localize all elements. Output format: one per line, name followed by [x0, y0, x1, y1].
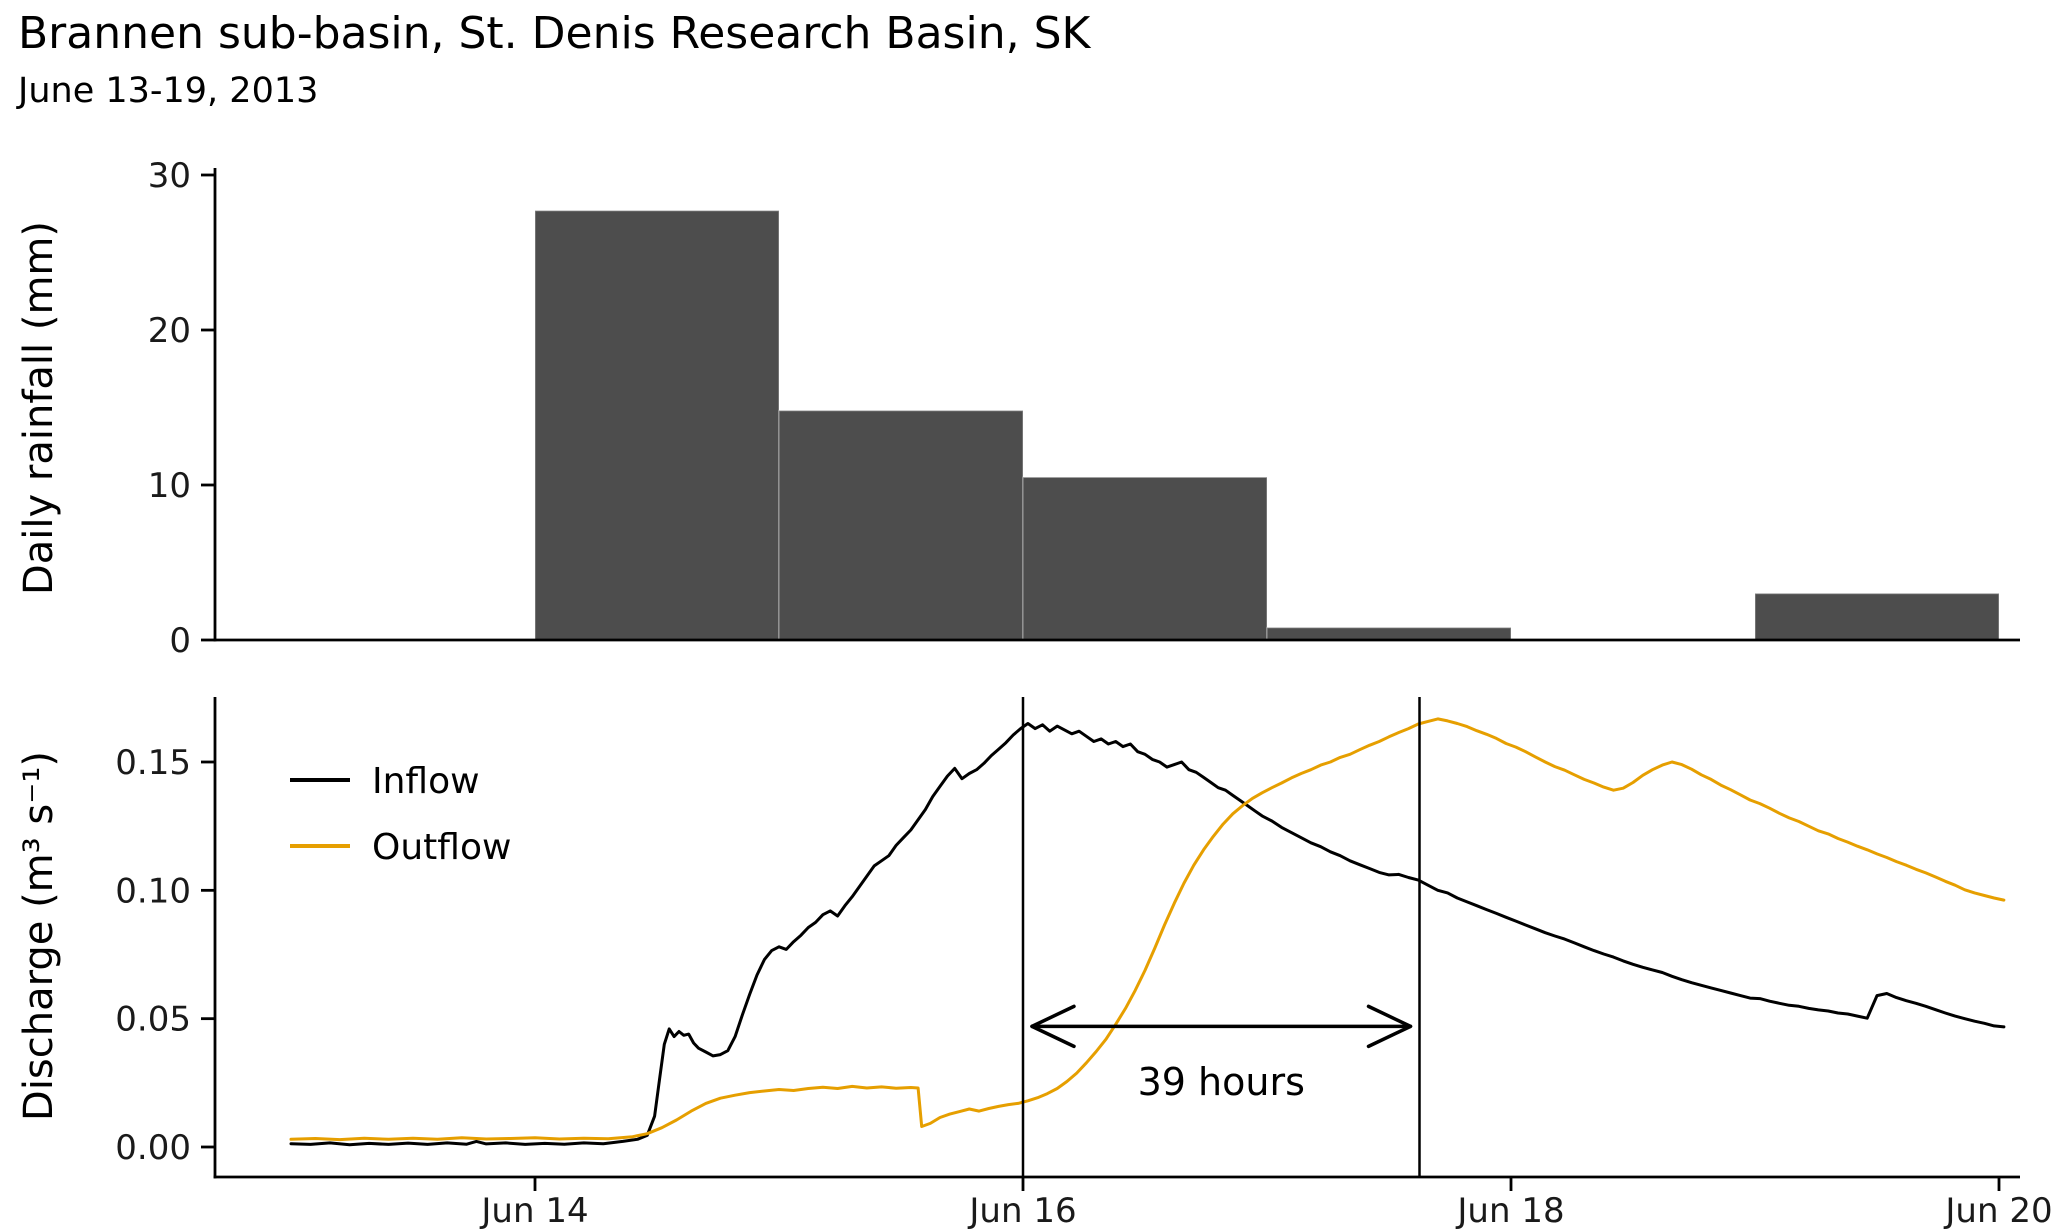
discharge-y-tick-label: 0.10	[115, 871, 191, 911]
x-tick-label: Jun 18	[1455, 1191, 1564, 1229]
x-tick-label: Jun 14	[479, 1191, 588, 1229]
chart-title: Brannen sub-basin, St. Denis Research Ba…	[18, 8, 1091, 59]
rainfall-bar	[1266, 626, 1512, 641]
legend-label-outflow: Outflow	[372, 827, 511, 868]
chart-layers: 0 10 20 30 0.00 0.05 0.10 0.15 Jun 14 Jun 16 Jun 1…	[115, 156, 2052, 1229]
discharge-axis-title: Discharge (m³ s⁻¹)	[16, 751, 62, 1121]
rainfall-y-tick-label: 30	[148, 156, 191, 196]
rainfall-bar	[534, 209, 780, 641]
lag-arrow-head	[1366, 1004, 1413, 1029]
rainfall-y-tick-label: 10	[148, 466, 191, 506]
x-tick-label: Jun 16	[967, 1191, 1076, 1229]
rainfall-axis-title: Daily rainfall (mm)	[16, 221, 62, 595]
rainfall-bar	[778, 409, 1024, 641]
lag-arrow-head	[1030, 1004, 1076, 1029]
lag-arrow-head	[1030, 1024, 1076, 1049]
chart-subtitle: June 13-19, 2013	[16, 71, 318, 111]
discharge-y-tick-label: 0.15	[115, 743, 191, 783]
rainfall-y-tick-label: 20	[148, 311, 191, 351]
outflow-line	[289, 717, 2006, 1142]
rainfall-bar	[1022, 476, 1268, 641]
lag-annotation-label: 39 hours	[1138, 1060, 1305, 1104]
rainfall-bar	[1754, 592, 2000, 641]
legend-label-inflow: Inflow	[372, 761, 480, 802]
rainfall-y-tick-label: 0	[169, 621, 191, 661]
x-tick-label: Jun 20	[1943, 1191, 2052, 1229]
lag-arrow-head	[1366, 1024, 1413, 1049]
discharge-y-tick-label: 0.00	[115, 1128, 191, 1168]
discharge-y-tick-label: 0.05	[115, 1000, 191, 1040]
inflow-line	[289, 722, 2006, 1147]
